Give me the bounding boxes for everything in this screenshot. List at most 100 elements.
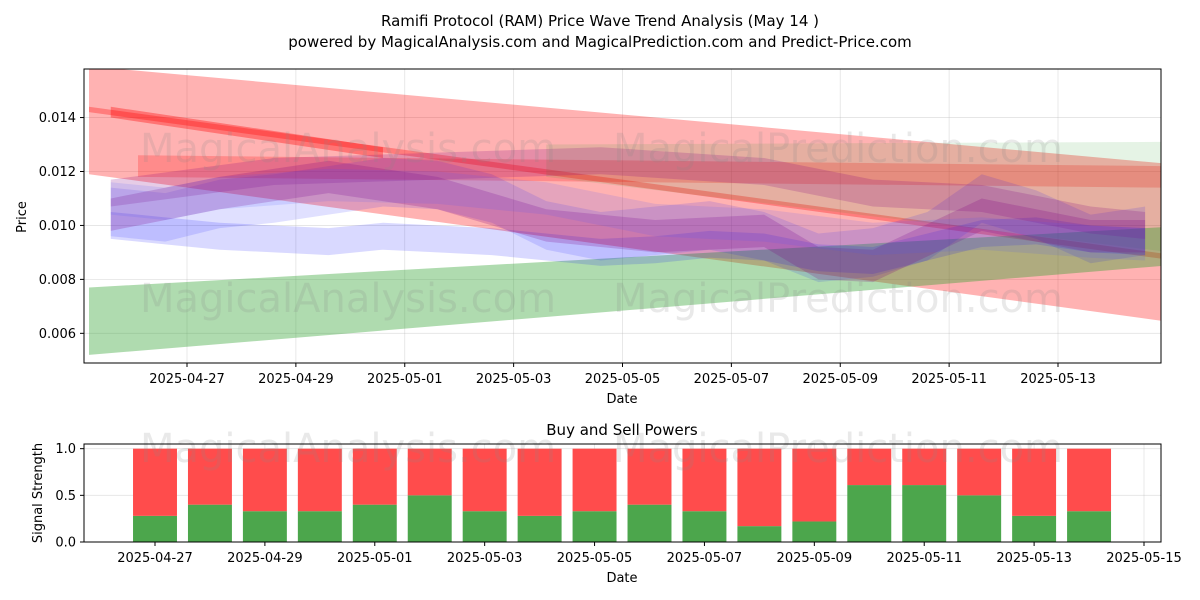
signal-ytick-label: 0.5 bbox=[55, 489, 76, 504]
band-red-lower bbox=[89, 106, 1161, 321]
watermark-3: MagicalAnalysis.com bbox=[140, 276, 556, 322]
signal-x-label: Date bbox=[606, 571, 637, 586]
buy-bar bbox=[187, 504, 232, 542]
signal-x-ticks: 2025-04-27 2025-04-29 2025-05-01 2025-05-03… bbox=[117, 542, 1182, 566]
price-xtick-label: 2025-05-13 bbox=[1020, 372, 1096, 387]
signal-watermark-2: MagicalPrediction.com bbox=[613, 426, 1063, 472]
price-ytick-label: 0.008 bbox=[39, 273, 76, 288]
band-green-faint bbox=[546, 141, 1161, 252]
price-y-label: Price bbox=[15, 201, 30, 233]
signal-bars bbox=[133, 448, 1112, 542]
wave-blue-wave-2 bbox=[110, 211, 1146, 274]
price-xtick-label: 2025-05-01 bbox=[367, 372, 443, 387]
buy-bar bbox=[682, 511, 727, 542]
signal-xtick-label: 2025-04-29 bbox=[227, 551, 303, 566]
signal-xtick-label: 2025-05-09 bbox=[777, 551, 853, 566]
sell-bar bbox=[1012, 448, 1057, 516]
signal-xtick-label: 2025-04-27 bbox=[117, 551, 193, 566]
buy-bar bbox=[297, 511, 342, 542]
buy-bar bbox=[517, 515, 562, 542]
price-xtick-label: 2025-05-09 bbox=[802, 372, 878, 387]
price-ytick-label: 0.010 bbox=[39, 219, 76, 234]
sell-bar bbox=[407, 448, 452, 496]
price-xtick-label: 2025-05-11 bbox=[911, 372, 987, 387]
watermark-1: MagicalAnalysis.com bbox=[140, 126, 556, 172]
sell-bar bbox=[682, 448, 727, 512]
signal-plot-frame bbox=[83, 443, 1162, 543]
sell-bar bbox=[902, 448, 947, 486]
buy-bar bbox=[792, 521, 837, 542]
wave-purple-wave-2 bbox=[110, 147, 1146, 239]
sell-bar bbox=[297, 448, 342, 512]
buy-bar bbox=[242, 511, 287, 542]
price-y-ticks: 0.006 0.008 0.010 0.012 0.014 bbox=[39, 111, 84, 342]
band-green-rise bbox=[89, 227, 1161, 355]
buy-bar bbox=[352, 504, 397, 542]
signal-xtick-label: 2025-05-01 bbox=[337, 551, 413, 566]
buy-bar bbox=[957, 495, 1002, 542]
price-grid bbox=[84, 69, 1161, 363]
sell-bar bbox=[847, 448, 892, 486]
price-ytick-label: 0.014 bbox=[39, 111, 76, 126]
sell-bar bbox=[1067, 448, 1112, 512]
price-watermarks: MagicalAnalysis.com MagicalPrediction.co… bbox=[140, 126, 1063, 322]
signal-xtick-label: 2025-05-15 bbox=[1106, 551, 1182, 566]
wave-blue-wave-3 bbox=[110, 168, 1146, 261]
buy-bar bbox=[1067, 511, 1112, 542]
sell-bar bbox=[352, 448, 397, 505]
buy-bar bbox=[902, 485, 947, 542]
sell-bar bbox=[957, 448, 1002, 496]
price-xtick-label: 2025-04-29 bbox=[258, 372, 334, 387]
signal-title: Buy and Sell Powers bbox=[546, 421, 698, 439]
buy-bar bbox=[737, 526, 782, 542]
signal-plot: Buy and Sell Powers MagicalAnalysis.com … bbox=[31, 421, 1182, 586]
band-red-upper bbox=[89, 69, 1161, 259]
price-waves bbox=[110, 147, 1146, 283]
signal-y-label: Signal Strength bbox=[31, 443, 46, 543]
buy-bar bbox=[572, 511, 617, 542]
sell-bar bbox=[792, 448, 837, 522]
watermark-4: MagicalPrediction.com bbox=[613, 276, 1063, 322]
price-x-label: Date bbox=[606, 392, 637, 407]
buy-bar bbox=[1012, 515, 1057, 542]
price-x-ticks: 2025-04-27 2025-04-29 2025-05-01 2025-05-03… bbox=[149, 363, 1096, 387]
signal-xtick-label: 2025-05-07 bbox=[667, 551, 743, 566]
signal-ytick-label: 0.0 bbox=[55, 536, 76, 551]
sell-bar bbox=[242, 448, 287, 512]
sell-bar bbox=[187, 448, 232, 505]
wave-purple-wave-1 bbox=[110, 160, 1146, 283]
chart-subtitle: powered by MagicalAnalysis.com and Magic… bbox=[288, 33, 912, 51]
chart-title: Ramifi Protocol (RAM) Price Wave Trend A… bbox=[381, 12, 819, 30]
signal-xtick-label: 2025-05-11 bbox=[886, 551, 962, 566]
signal-watermarks: MagicalAnalysis.com MagicalPrediction.co… bbox=[140, 426, 1063, 472]
sell-bar bbox=[627, 448, 672, 505]
band-red-thin bbox=[110, 106, 383, 159]
signal-xtick-label: 2025-05-13 bbox=[996, 551, 1072, 566]
buy-bar bbox=[462, 511, 507, 542]
price-ytick-label: 0.006 bbox=[39, 327, 76, 342]
price-xtick-label: 2025-05-05 bbox=[585, 372, 661, 387]
buy-bar bbox=[627, 504, 672, 542]
sell-bar bbox=[462, 448, 507, 512]
band-red-mid bbox=[138, 155, 1161, 188]
buy-bar bbox=[133, 515, 177, 542]
price-xtick-label: 2025-04-27 bbox=[149, 372, 225, 387]
signal-y-ticks: 0.0 0.5 1.0 bbox=[55, 442, 84, 551]
price-bands bbox=[89, 69, 1161, 355]
price-plot: MagicalAnalysis.com MagicalPrediction.co… bbox=[15, 68, 1162, 407]
signal-xtick-label: 2025-05-03 bbox=[447, 551, 523, 566]
signal-xtick-label: 2025-05-05 bbox=[557, 551, 633, 566]
signal-watermark-1: MagicalAnalysis.com bbox=[140, 426, 556, 472]
buy-bar bbox=[407, 495, 452, 542]
sell-bar bbox=[737, 448, 782, 527]
signal-ytick-label: 1.0 bbox=[55, 442, 76, 457]
watermark-2: MagicalPrediction.com bbox=[613, 126, 1063, 172]
price-ytick-label: 0.012 bbox=[39, 165, 76, 180]
sell-bar bbox=[517, 448, 562, 516]
wave-blue-wave-1 bbox=[110, 158, 1146, 283]
price-xtick-label: 2025-05-07 bbox=[694, 372, 770, 387]
sell-bar bbox=[572, 448, 617, 512]
price-xtick-label: 2025-05-03 bbox=[476, 372, 552, 387]
sell-bar bbox=[133, 448, 177, 516]
